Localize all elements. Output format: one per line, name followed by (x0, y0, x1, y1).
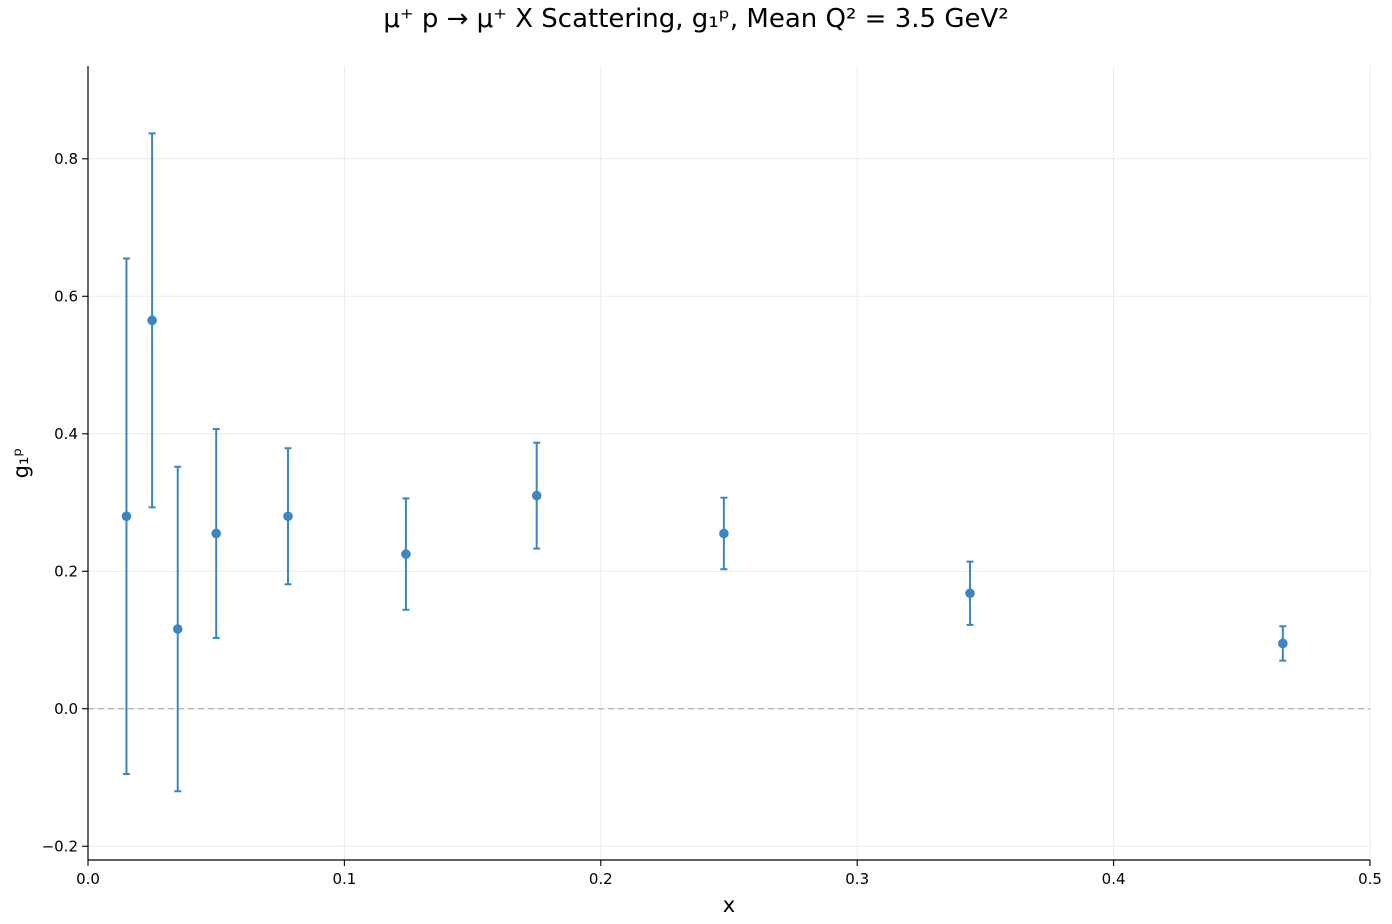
data-point (283, 511, 293, 522)
data-point (121, 511, 132, 522)
data-point-group (172, 465, 183, 793)
data-point (401, 549, 411, 559)
data-point (172, 624, 183, 634)
data-point (719, 528, 729, 539)
y-tick-label: 0.8 (54, 150, 78, 168)
y-tick-label: 0.6 (54, 287, 78, 305)
y-tick-label: −0.2 (42, 837, 78, 855)
y-tick-label: 0.4 (54, 425, 78, 443)
y-tick-label: 0.2 (54, 562, 78, 580)
data-point-group (531, 441, 542, 550)
data-point (147, 315, 157, 326)
y-tick-label: 0.0 (54, 700, 78, 718)
data-point-group (965, 560, 975, 626)
data-point (1278, 638, 1288, 649)
x-tick-label: 0.2 (589, 870, 613, 888)
chart-title: μ⁺ p → μ⁺ X Scattering, g₁ᵖ, Mean Q² = 3… (383, 4, 1009, 34)
data-point-group (211, 427, 221, 639)
y-axis-label: g₁ᵖ (9, 448, 33, 479)
x-tick-label: 0.5 (1358, 870, 1382, 888)
data-point-group (1278, 625, 1288, 662)
x-axis-label: x (723, 893, 735, 917)
data-marks (121, 132, 1288, 793)
data-point-group (121, 257, 132, 776)
data-point-group (147, 132, 157, 509)
grid-lines (88, 66, 1371, 860)
data-point (211, 528, 221, 539)
data-point-group (283, 447, 293, 586)
x-tick-label: 0.1 (332, 870, 356, 888)
data-point (531, 490, 542, 501)
data-point-group (719, 496, 729, 571)
x-tick-label: 0.0 (76, 870, 100, 888)
data-point-group (401, 497, 411, 611)
x-tick-label: 0.4 (1102, 870, 1126, 888)
ticks: 0.0 0.1 0.2 0.3 0.4 0.5 −0.2 0.0 0.2 0.4 0.6 0.8 (42, 150, 1382, 888)
data-point (965, 588, 975, 599)
x-tick-label: 0.3 (845, 870, 869, 888)
axes (87, 66, 1370, 861)
